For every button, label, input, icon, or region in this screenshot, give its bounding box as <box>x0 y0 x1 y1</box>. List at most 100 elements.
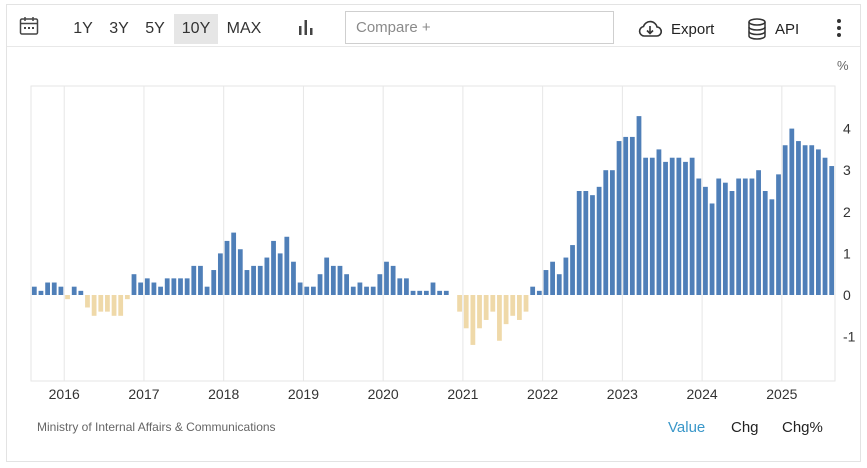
x-tick-label: 2021 <box>447 386 478 402</box>
bar <box>722 182 728 295</box>
bar <box>138 282 144 295</box>
bar <box>463 295 469 329</box>
bar <box>789 128 795 295</box>
bar <box>251 265 256 295</box>
export-button[interactable]: Export <box>637 14 714 44</box>
bar-chart: 2016 2017 2018 2019 2020 2021 2022 2023 2024 2025… <box>30 58 856 402</box>
bar <box>204 286 210 295</box>
tab-chg[interactable]: Chg <box>731 419 759 436</box>
bar <box>483 295 489 320</box>
bar <box>118 295 124 316</box>
bar <box>596 186 602 295</box>
bar <box>151 282 157 295</box>
bar <box>191 265 197 295</box>
bar <box>297 282 303 295</box>
bar <box>178 278 183 295</box>
bar <box>523 295 529 312</box>
y-tick-label: -1 <box>843 329 856 345</box>
x-tick-label: 2024 <box>687 386 718 402</box>
more-vertical-icon[interactable] <box>833 17 845 39</box>
bar <box>417 290 423 295</box>
bar <box>244 270 250 295</box>
bar <box>217 253 223 295</box>
bar <box>31 286 37 295</box>
bar <box>477 295 482 329</box>
bar <box>284 236 290 295</box>
bar <box>816 149 821 295</box>
x-tick-label: 2020 <box>368 386 399 402</box>
bar <box>656 149 662 295</box>
bar <box>257 265 263 295</box>
bar <box>184 278 190 295</box>
bar <box>590 195 595 295</box>
bar <box>98 295 104 312</box>
bar <box>729 191 735 295</box>
bar <box>344 274 350 295</box>
chart-widget: 1Y 3Y 5Y 10Y MAX Export API <box>6 4 861 462</box>
bar <box>377 274 383 295</box>
bar <box>563 257 569 295</box>
bar <box>124 295 130 300</box>
range-10y-button[interactable]: 10Y <box>174 14 218 44</box>
bar <box>277 253 283 295</box>
bar <box>769 199 775 295</box>
bar <box>311 286 316 295</box>
bar <box>91 295 97 316</box>
bar <box>530 286 536 295</box>
x-tick-label: 2017 <box>128 386 159 402</box>
bar <box>364 286 369 295</box>
bar <box>437 290 443 295</box>
y-tick-label: 3 <box>843 162 851 178</box>
bar <box>304 286 310 295</box>
y-tick-label: 1 <box>843 245 851 261</box>
range-3y-button[interactable]: 3Y <box>109 20 129 37</box>
bar <box>324 257 330 295</box>
compare-input[interactable] <box>345 11 614 44</box>
x-tick-label: 2018 <box>208 386 239 402</box>
bar <box>736 178 742 295</box>
y-tick-label: 2 <box>843 204 851 220</box>
bar <box>65 295 70 300</box>
bar <box>497 295 502 341</box>
export-label: Export <box>671 20 715 38</box>
bar <box>105 295 110 312</box>
bar <box>397 278 403 295</box>
bar <box>158 286 163 295</box>
x-tick-label: 2025 <box>766 386 797 402</box>
bar <box>224 240 230 295</box>
bar <box>543 270 549 295</box>
api-label: API <box>775 20 800 38</box>
tab-value[interactable]: Value <box>668 419 706 436</box>
bar <box>583 191 589 295</box>
bar <box>822 157 828 295</box>
bar <box>649 157 655 295</box>
x-tick-label: 2022 <box>527 386 558 402</box>
bar <box>85 295 90 308</box>
bar <box>796 141 801 295</box>
toolbar: 1Y 3Y 5Y 10Y MAX Export API <box>7 5 860 47</box>
x-tick-label: 2016 <box>49 386 80 402</box>
range-5y-button[interactable]: 5Y <box>145 20 165 37</box>
bar <box>556 274 562 295</box>
bar <box>231 232 237 295</box>
range-1y-button[interactable]: 1Y <box>73 20 93 37</box>
bar <box>696 178 702 295</box>
bar <box>516 295 522 320</box>
bar <box>749 178 755 295</box>
bar <box>689 157 695 295</box>
calendar-icon[interactable] <box>19 16 39 36</box>
bar <box>443 290 449 295</box>
bar <box>809 145 815 295</box>
bar <box>570 245 575 295</box>
tab-chg-percent[interactable]: Chg% <box>782 419 823 436</box>
bar-chart-icon[interactable] <box>298 18 316 36</box>
bar <box>669 157 675 295</box>
range-max-button[interactable]: MAX <box>226 20 262 37</box>
bar <box>264 257 270 295</box>
api-button[interactable]: API <box>747 14 799 44</box>
bar <box>78 290 84 295</box>
bar <box>510 295 516 316</box>
bar <box>198 265 203 295</box>
bar <box>776 174 781 295</box>
bar <box>357 282 363 295</box>
